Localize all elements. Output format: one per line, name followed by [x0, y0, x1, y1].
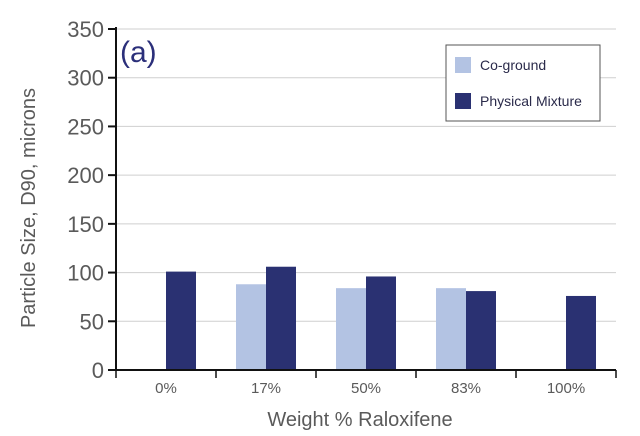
bar-co-ground-17pct: [236, 284, 266, 370]
y-tick-label: 50: [80, 309, 104, 334]
x-tick-label: 17%: [251, 380, 281, 397]
legend: Co-ground Physical Mixture: [445, 44, 601, 122]
bar-co-ground-83pct: [436, 288, 466, 370]
y-tick-label: 100: [67, 261, 104, 286]
y-tick-label: 250: [67, 114, 104, 139]
y-tick-label: 150: [67, 212, 104, 237]
bar-physical-mixture-83pct: [466, 291, 496, 370]
bar-physical-mixture-17pct: [266, 266, 296, 370]
panel-label: (a): [120, 36, 157, 69]
axes: [108, 27, 617, 378]
legend-swatch-co-ground: [455, 57, 471, 73]
x-axis-title: Weight % Raloxifene: [267, 409, 452, 431]
y-tick-labels: 0 50 100 150 200 250 300 350: [67, 17, 104, 383]
x-tick-label: 0%: [155, 380, 177, 397]
legend-label-co-ground: Co-ground: [480, 57, 546, 73]
y-axis-title: Particle Size, D90, microns: [18, 88, 40, 328]
bar-co-ground-50pct: [336, 288, 366, 370]
gridlines: [116, 28, 616, 322]
y-tick-label: 200: [67, 163, 104, 188]
bar-physical-mixture-50pct: [366, 276, 396, 370]
legend-swatch-physical-mixture: [455, 93, 471, 109]
bar-physical-mixture-100pct: [566, 295, 596, 370]
y-tick-label: 0: [92, 358, 104, 383]
bar-physical-mixture-0pct: [166, 271, 196, 370]
x-tick-label: 50%: [351, 380, 381, 397]
legend-box: [445, 44, 601, 122]
bars: [166, 266, 596, 370]
x-tick-labels: 0% 17% 50% 83% 100%: [155, 380, 585, 397]
x-tick-label: 83%: [451, 380, 481, 397]
x-tick-label: 100%: [547, 380, 585, 397]
y-tick-label: 350: [67, 17, 104, 42]
legend-label-physical-mixture: Physical Mixture: [480, 93, 582, 109]
y-tick-label: 300: [67, 66, 104, 91]
